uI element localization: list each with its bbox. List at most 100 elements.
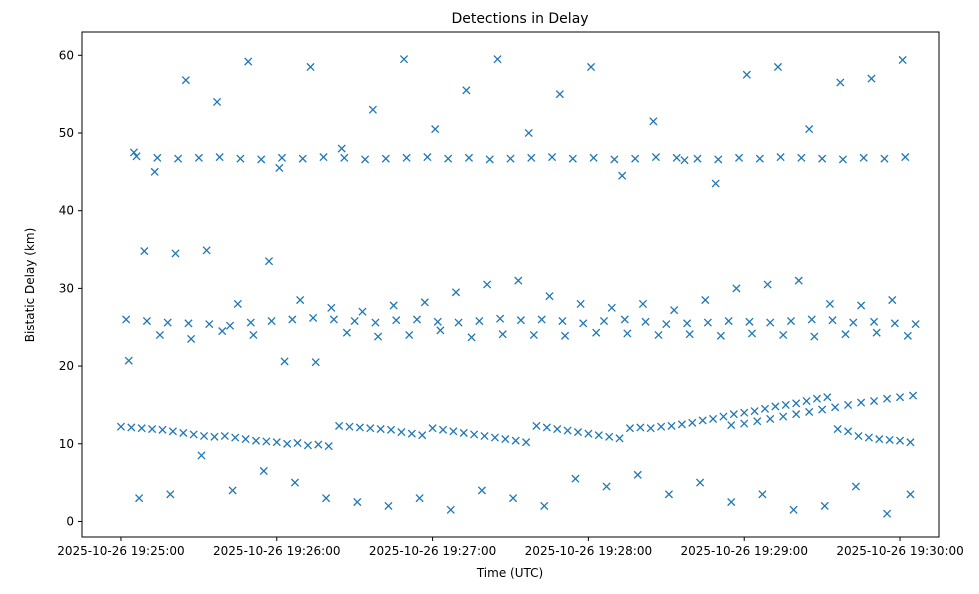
data-point: [745, 317, 754, 326]
data-point: [163, 318, 172, 327]
y-tick-label: 0: [66, 514, 74, 528]
data-point: [734, 153, 744, 162]
data-point: [449, 427, 458, 436]
data-point: [854, 431, 863, 441]
data-point: [792, 399, 801, 408]
x-tick-label: 2025-10-26 19:29:00: [681, 544, 808, 558]
data-point: [641, 317, 650, 326]
data-point: [184, 319, 193, 328]
data-point: [760, 404, 770, 413]
data-point: [766, 318, 775, 327]
data-point: [306, 62, 315, 72]
data-point: [371, 318, 380, 327]
data-point: [773, 62, 783, 72]
data-point: [438, 425, 448, 434]
data-point: [828, 316, 837, 325]
data-point: [662, 320, 671, 329]
data-point: [381, 154, 390, 163]
data-point: [485, 155, 494, 164]
data-point: [555, 90, 564, 99]
data-point: [729, 410, 738, 419]
data-point: [467, 333, 476, 342]
data-point: [657, 422, 666, 431]
data-point: [818, 405, 827, 414]
data-point: [283, 439, 292, 448]
data-point: [212, 97, 222, 106]
data-point: [155, 330, 164, 340]
data-point: [638, 299, 648, 308]
y-axis: 0 10 20 30 40 50 60: [59, 48, 82, 528]
data-point: [683, 319, 692, 328]
data-point: [620, 315, 629, 324]
data-point: [870, 396, 879, 406]
data-point: [277, 153, 287, 162]
data-point: [610, 155, 619, 164]
data-point: [592, 328, 601, 337]
data-point: [397, 428, 406, 437]
data-point: [158, 425, 167, 434]
data-point: [786, 316, 796, 326]
data-point: [187, 334, 196, 343]
data-point: [903, 331, 912, 340]
data-point: [522, 438, 531, 447]
data-point: [501, 435, 510, 444]
data-point: [423, 153, 432, 162]
data-point: [529, 330, 538, 340]
data-point: [779, 412, 788, 421]
data-point: [462, 86, 471, 95]
data-point: [418, 431, 427, 440]
data-point: [197, 451, 206, 460]
data-point: [231, 433, 240, 442]
data-point: [747, 329, 757, 338]
data-point: [763, 280, 772, 289]
data-point: [509, 494, 518, 503]
data-point: [524, 128, 533, 138]
data-point: [386, 425, 396, 434]
x-axis: 2025-10-26 19:25:00 2025-10-26 19:26:00 20…: [57, 537, 964, 558]
data-point: [319, 153, 328, 162]
data-point: [740, 408, 749, 417]
data-point: [719, 412, 728, 421]
data-point: [633, 470, 642, 479]
data-point: [805, 407, 814, 416]
data-point: [506, 154, 515, 163]
data-point: [758, 490, 767, 499]
data-point: [908, 391, 918, 400]
data-point: [883, 394, 892, 403]
data-point: [368, 105, 377, 114]
data-point: [888, 295, 897, 305]
data-point: [537, 315, 546, 324]
data-point: [246, 318, 255, 327]
data-point: [820, 501, 829, 510]
data-point: [831, 403, 840, 412]
data-point: [532, 421, 541, 430]
y-tick-label: 60: [59, 48, 74, 62]
y-tick-label: 40: [59, 204, 74, 218]
x-tick-label: 2025-10-26 19:30:00: [836, 544, 963, 558]
data-point: [444, 154, 453, 163]
data-point: [257, 155, 266, 164]
data-point: [797, 153, 806, 162]
data-point: [428, 424, 437, 433]
data-point: [766, 414, 775, 423]
data-point: [818, 154, 827, 163]
data-point: [654, 330, 663, 340]
data-point: [475, 316, 484, 326]
x-tick-label: 2025-10-26 19:27:00: [369, 544, 496, 558]
data-point: [171, 249, 180, 258]
data-point: [571, 474, 580, 483]
data-point: [771, 402, 780, 411]
data-point: [483, 280, 492, 289]
data-point: [436, 326, 445, 335]
data-point: [124, 356, 133, 365]
data-point: [568, 154, 577, 163]
data-point: [589, 153, 598, 162]
data-point: [911, 320, 920, 329]
data-point: [688, 418, 697, 427]
data-point: [280, 357, 289, 366]
data-point: [129, 148, 138, 157]
data-point: [142, 316, 151, 326]
data-point: [470, 430, 479, 439]
data-point: [241, 435, 250, 444]
data-point: [259, 466, 268, 476]
